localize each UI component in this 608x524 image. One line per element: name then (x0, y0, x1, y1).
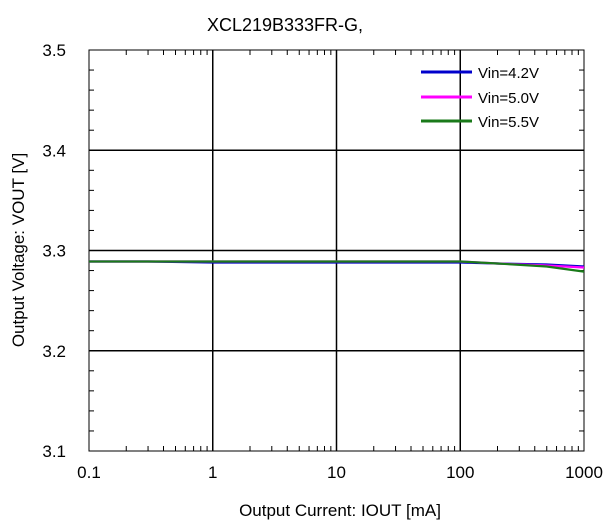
y-tick-label: 3.2 (42, 342, 66, 361)
y-tick-label: 3.5 (42, 41, 66, 60)
series-line (89, 260, 585, 273)
x-tick-label: 100 (446, 463, 474, 482)
chart-title: XCL219B333FR-G, (207, 15, 363, 35)
y-tick-label: 3.4 (42, 141, 66, 160)
legend-entry: Vin=5.0V (421, 90, 539, 107)
y-tick-label: 3.1 (42, 442, 66, 461)
y-tick-label: 3.3 (42, 242, 66, 261)
x-tick-label: 1000 (565, 463, 603, 482)
grid (89, 50, 584, 451)
series-lines (89, 260, 585, 273)
y-axis-label: Output Voltage: VOUT [V] (9, 153, 28, 347)
x-axis-label: Output Current: IOUT [mA] (239, 501, 441, 520)
legend-label: Vin=5.5V (478, 114, 539, 131)
plot-frame (88, 49, 585, 452)
legend-label: Vin=5.0V (478, 90, 539, 107)
x-tick-label: 1 (208, 463, 217, 482)
legend: Vin=4.2V Vin=5.0V Vin=5.5V (421, 65, 539, 131)
y-tick-labels: 3.1 3.2 3.3 3.4 3.5 (42, 41, 66, 461)
x-tick-labels: 0.1 1 10 100 1000 (77, 463, 603, 482)
legend-entry: Vin=5.5V (421, 114, 539, 131)
legend-entry: Vin=4.2V (421, 65, 539, 82)
minor-ticks (89, 50, 584, 451)
x-tick-label: 10 (327, 463, 346, 482)
x-tick-label: 0.1 (77, 463, 101, 482)
legend-label: Vin=4.2V (478, 65, 539, 82)
